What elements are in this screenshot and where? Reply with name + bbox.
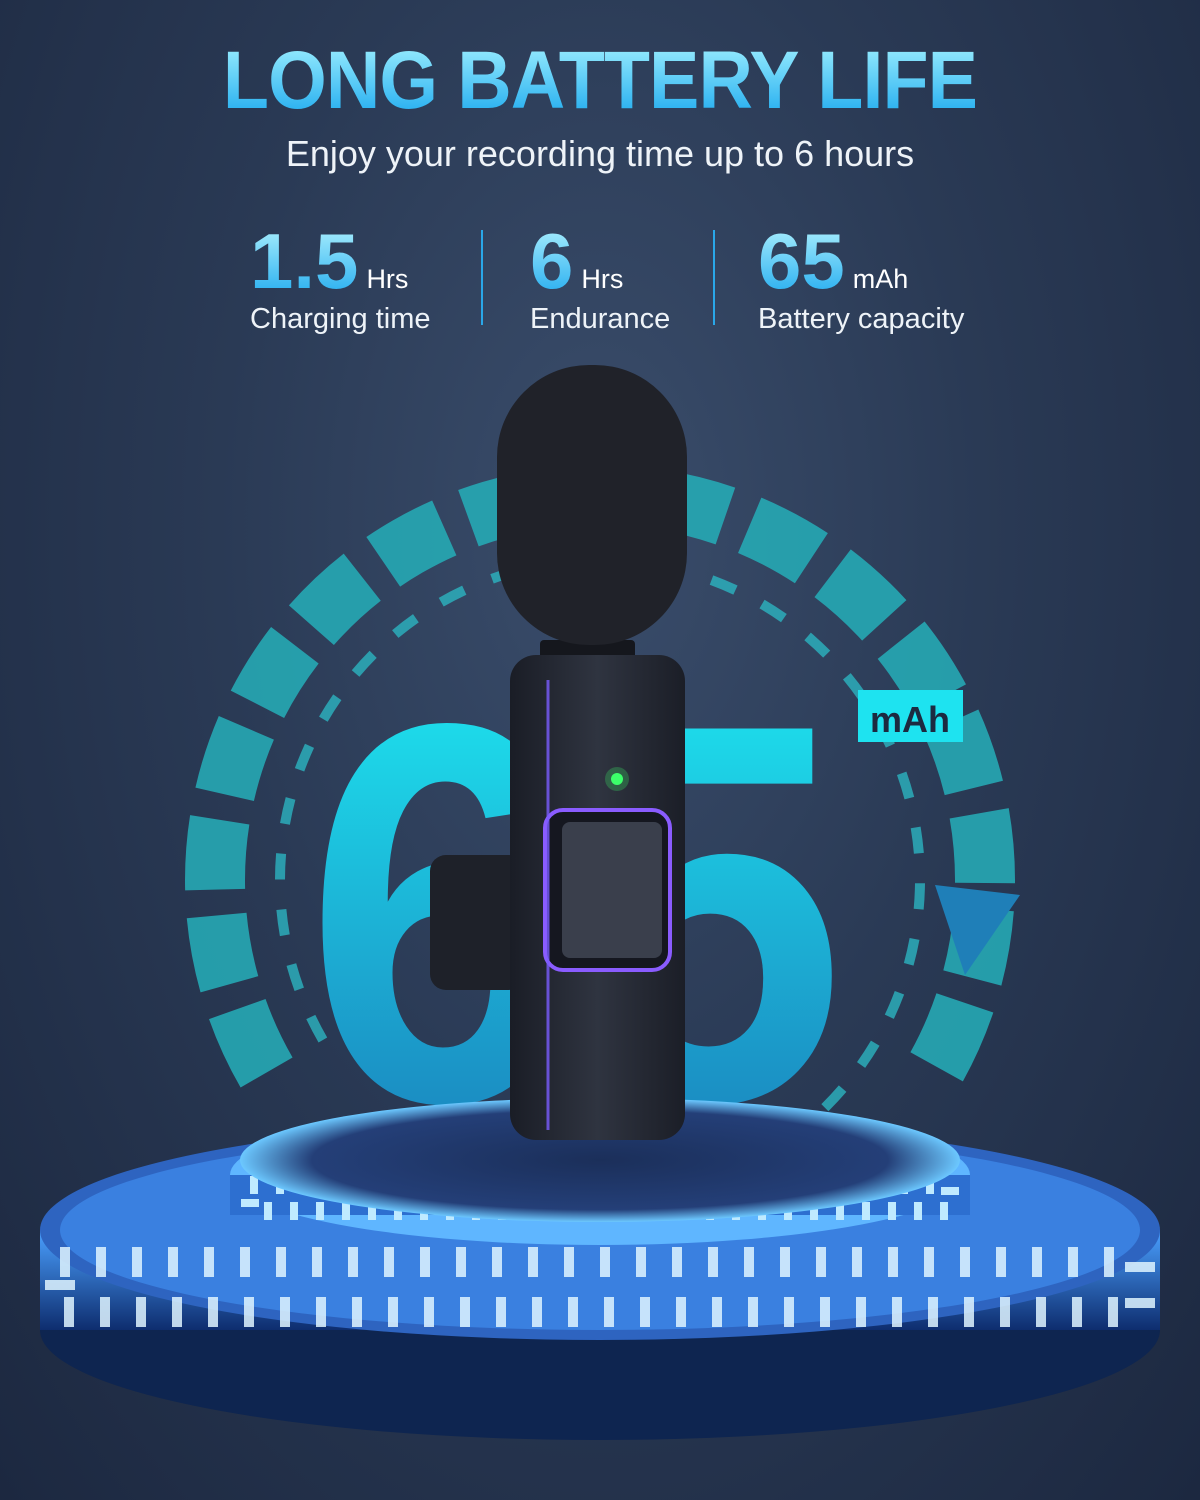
stat-battery-capacity: 65 mAh Battery capacity: [758, 222, 964, 336]
display-platform: [40, 1098, 1160, 1440]
stat-label: Endurance: [530, 303, 671, 335]
subheadline: Enjoy your recording time up to 6 hours: [285, 133, 915, 174]
headline: LONG BATTERY LIFE: [48, 40, 1152, 122]
mic-clip: [430, 855, 525, 990]
stat-endurance: 6 Hrs Endurance: [530, 222, 670, 336]
unit-badge-label: mAh: [870, 699, 950, 740]
stat-unit: mAh: [852, 264, 909, 294]
stat-unit: Hrs: [366, 264, 409, 294]
stat-label: Battery capacity: [758, 303, 965, 335]
stat-value: 1.5: [250, 217, 359, 305]
wireless-microphone: [430, 365, 687, 1140]
stat-label: Charging time: [250, 303, 431, 335]
stat-charging-time: 1.5 Hrs Charging time: [250, 222, 431, 336]
stat-value: 6: [530, 217, 574, 305]
stat-unit: Hrs: [581, 264, 624, 294]
stat-value: 65: [758, 217, 845, 305]
arrow-icon: [935, 885, 1020, 975]
divider: [713, 230, 715, 325]
gauge-ring: [184, 464, 1020, 1295]
divider: [481, 230, 483, 325]
status-led-icon: [611, 773, 623, 785]
foam-windscreen: [497, 365, 687, 645]
unit-badge: [858, 690, 963, 742]
